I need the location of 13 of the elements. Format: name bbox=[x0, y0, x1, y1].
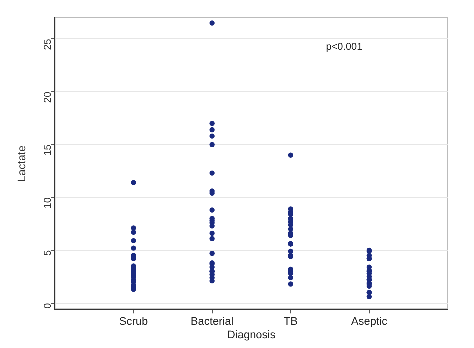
x-tick-label: Aseptic bbox=[351, 316, 388, 328]
y-axis-title: Lactate bbox=[16, 146, 29, 182]
x-tick-label: Scrub bbox=[119, 316, 148, 328]
y-tick-label: 25 bbox=[42, 38, 54, 50]
annotation: p<0.001 bbox=[326, 42, 364, 53]
x-axis-title: Diagnosis bbox=[227, 329, 276, 342]
y-tick-label: 0 bbox=[42, 302, 54, 309]
y-tick-label: 20 bbox=[42, 92, 54, 104]
y-tick-label: 10 bbox=[42, 197, 54, 209]
x-tick-label: TB bbox=[284, 316, 298, 328]
y-tick-label: 5 bbox=[42, 250, 54, 256]
x-tick-label: Bacterial bbox=[190, 316, 234, 328]
y-tick-label: 15 bbox=[42, 144, 54, 156]
